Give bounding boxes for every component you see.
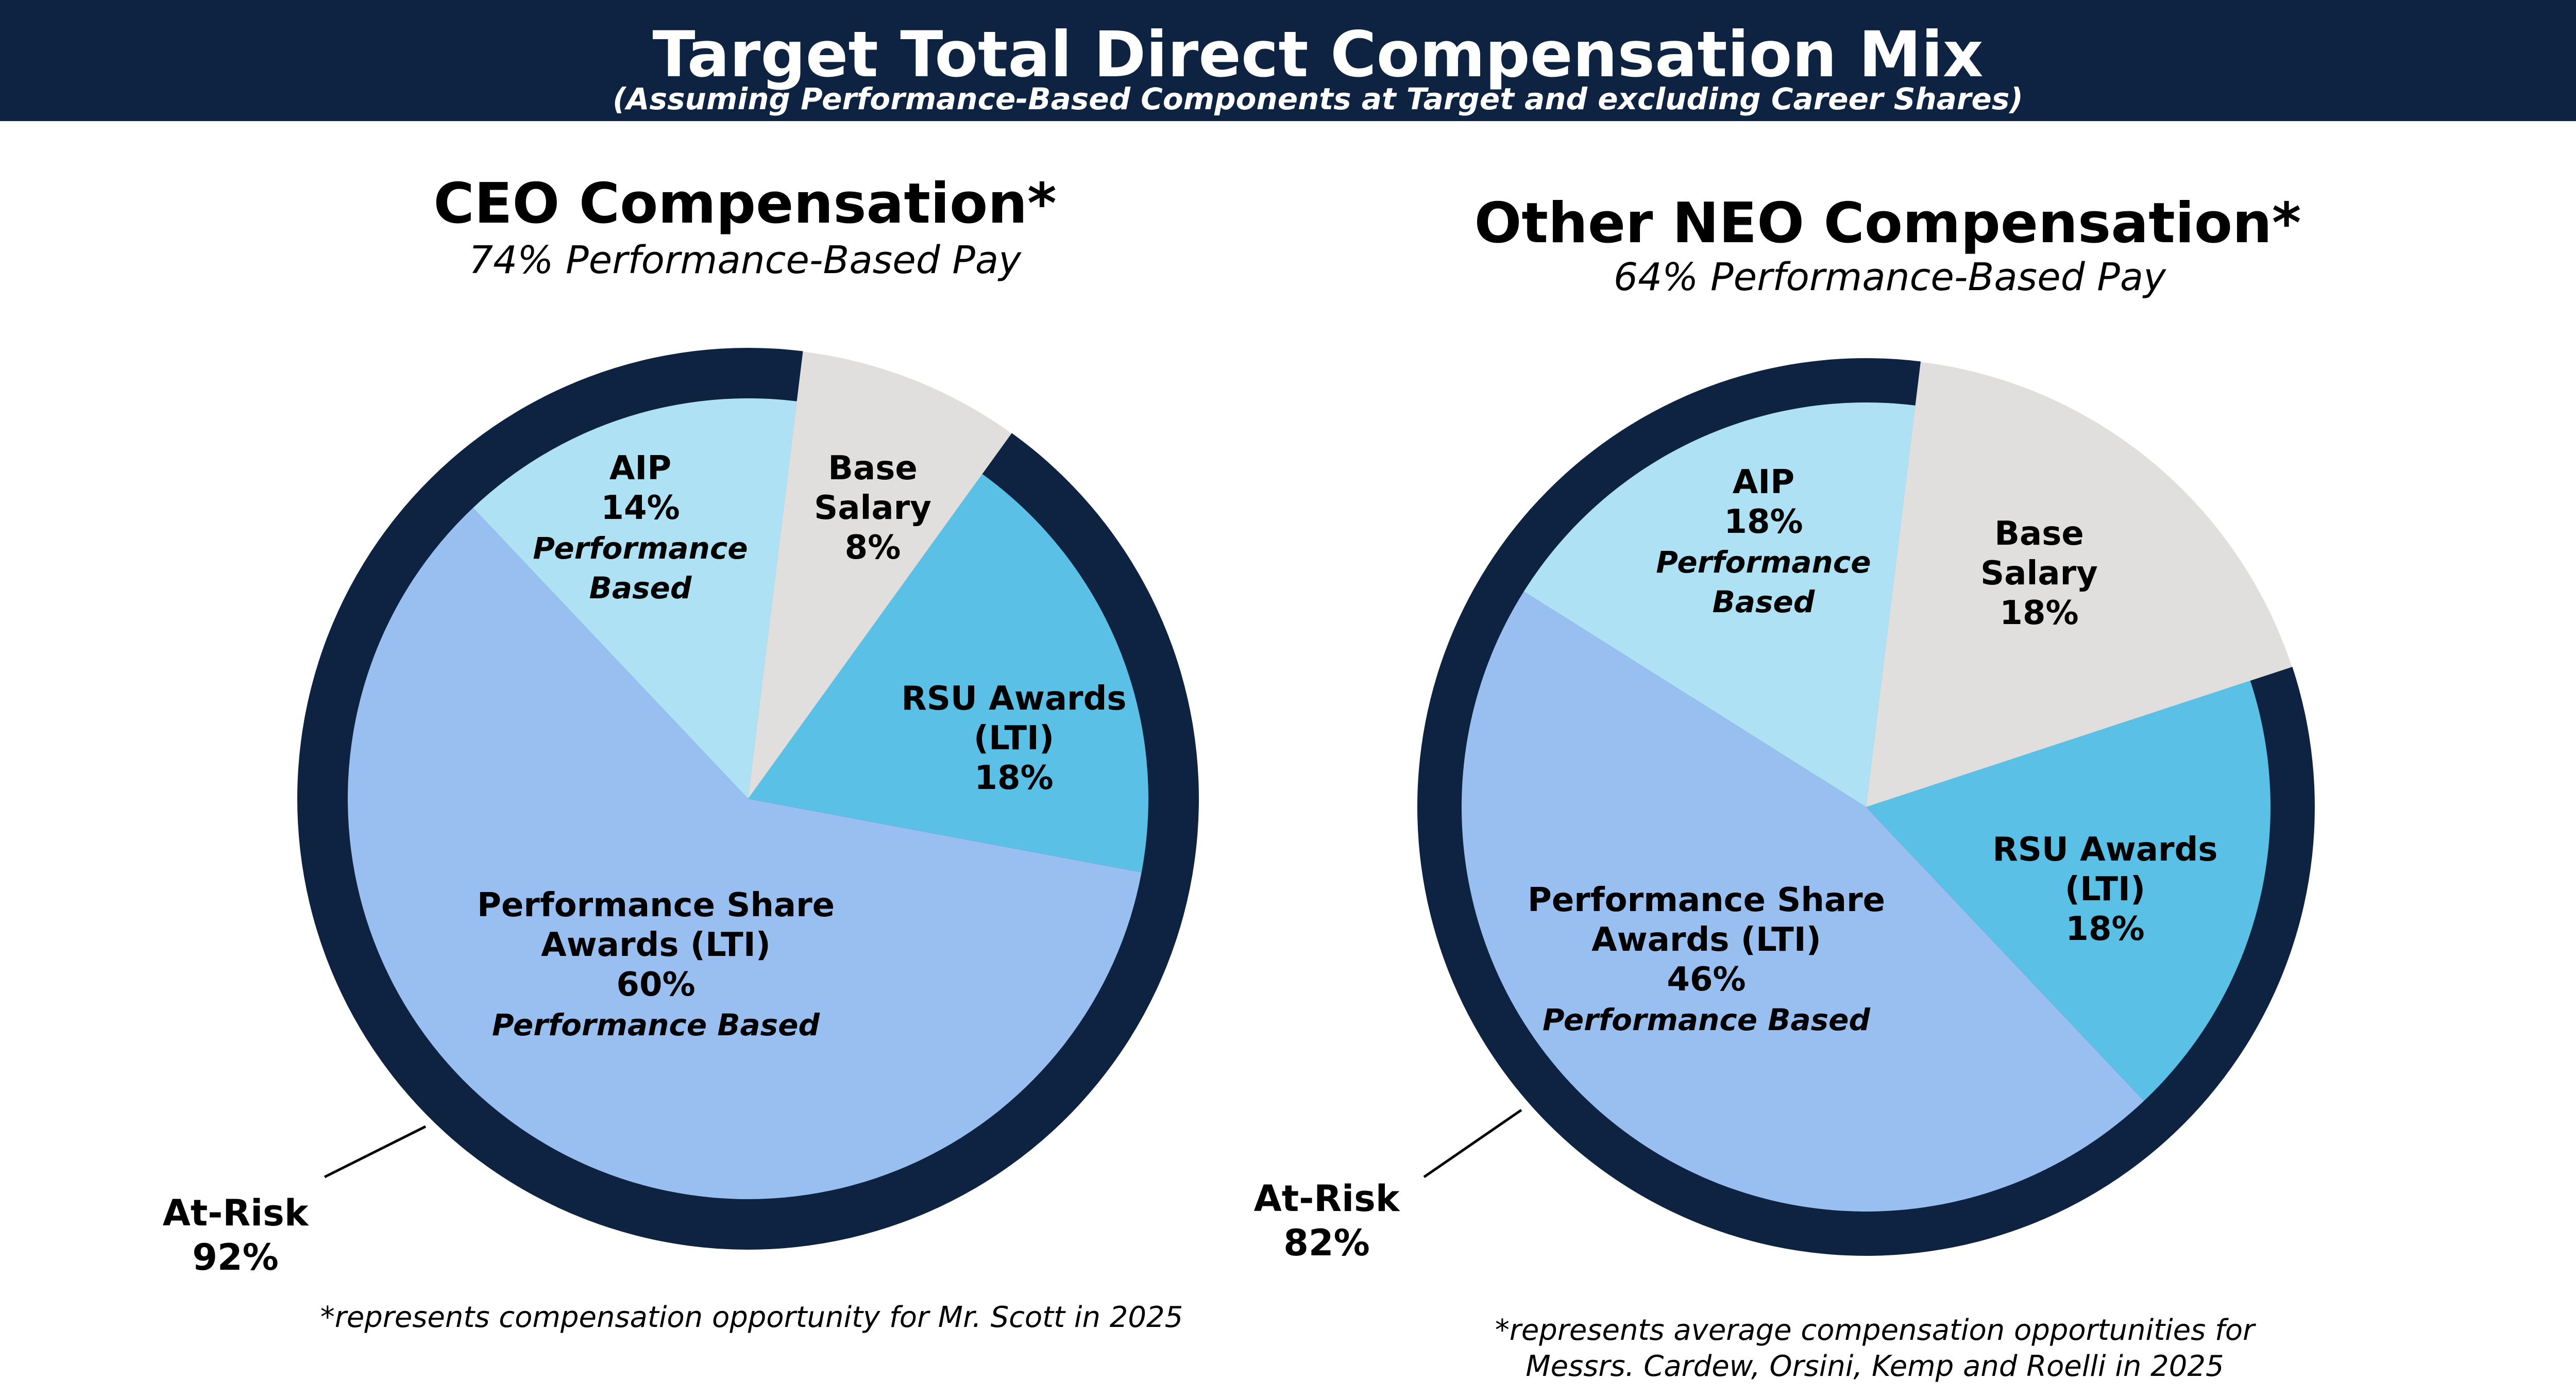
header-title: Target Total Direct Compensation Mix bbox=[652, 18, 1983, 91]
neo-label-rsu-line: 18% bbox=[2065, 910, 2144, 948]
neo-label-psa-line: 46% bbox=[1667, 961, 1745, 999]
ceo-label-psa-line: 60% bbox=[616, 966, 695, 1004]
neo-at-risk-label: At-Risk bbox=[1254, 1178, 1400, 1220]
ceo-footnote: *represents compensation opportunity for… bbox=[320, 1301, 1183, 1334]
ceo-label-rsu-line: RSU Awards bbox=[902, 680, 1127, 718]
neo-label-base-line: Salary bbox=[1980, 554, 2098, 593]
header-subtitle: (Assuming Performance-Based Components a… bbox=[613, 81, 2023, 116]
neo-label-psa-line: Awards (LTI) bbox=[1591, 921, 1821, 959]
ceo-label-rsu-line: (LTI) bbox=[974, 719, 1054, 758]
ceo-label-base-line: 8% bbox=[845, 529, 901, 567]
ceo-slice-psa bbox=[347, 508, 1142, 1199]
ceo-slice-base bbox=[748, 401, 982, 799]
ceo-at-risk-label: 92% bbox=[192, 1236, 279, 1279]
neo-at-risk-leader-line bbox=[1423, 1108, 1522, 1179]
ceo-slice-aip bbox=[473, 398, 797, 799]
neo-slice-base bbox=[1866, 405, 2250, 807]
neo-chart-title: Other NEO Compensation* bbox=[1475, 191, 2301, 256]
ceo-at-risk-label: At-Risk bbox=[163, 1192, 309, 1234]
ceo-label-psa-line: Performance Based bbox=[492, 1007, 820, 1042]
neo-slice-psa bbox=[1461, 591, 2144, 1212]
ceo-at-risk-leader-line bbox=[324, 1125, 427, 1179]
neo-label-base-line: 18% bbox=[1999, 594, 2078, 632]
ceo-chart-title: CEO Compensation* bbox=[433, 172, 1056, 236]
ceo-label-aip-line: 14% bbox=[601, 489, 680, 527]
ceo-label-aip-line: AIP bbox=[609, 449, 671, 487]
neo-label-base-line: Base bbox=[1994, 515, 2083, 553]
neo-slice-rsu bbox=[1866, 680, 2271, 1101]
ceo-label-psa-line: Performance Share bbox=[477, 886, 835, 924]
neo-chart-subtitle: 64% Performance-Based Pay bbox=[1614, 255, 2166, 299]
neo-label-psa-line: Performance Share bbox=[1528, 881, 1885, 919]
ceo-label-base-line: Base bbox=[828, 449, 917, 487]
ceo-chart-subtitle: 74% Performance-Based Pay bbox=[469, 238, 1022, 282]
ceo-label-rsu-line: 18% bbox=[974, 759, 1053, 797]
neo-label-rsu-line: (LTI) bbox=[2065, 870, 2145, 909]
neo-footnote: Messrs. Cardew, Orsini, Kemp and Roelli … bbox=[1526, 1350, 2224, 1383]
ceo-label-psa-line: Awards (LTI) bbox=[541, 926, 771, 964]
neo-slice-base-outer bbox=[1915, 362, 2292, 681]
neo-at-risk-label: 82% bbox=[1283, 1222, 1370, 1264]
ceo-slice-rsu bbox=[748, 474, 1148, 872]
neo-label-aip-line: 18% bbox=[1724, 503, 1803, 541]
ceo-label-aip-line: Based bbox=[589, 570, 692, 606]
neo-footnote: *represents average compensation opportu… bbox=[1495, 1314, 2256, 1347]
neo-label-aip-line: Performance bbox=[1656, 545, 1871, 580]
neo-label-psa-line: Performance Based bbox=[1543, 1002, 1871, 1037]
header-banner bbox=[0, 0, 2576, 121]
ceo-slice-base-outer bbox=[796, 351, 1012, 474]
ceo-pie-chart: CEO Compensation* 74% Performance-Based … bbox=[163, 172, 1199, 1334]
neo-label-aip-line: Based bbox=[1713, 584, 1815, 619]
neo-pie-chart: Other NEO Compensation* 64% Performance-… bbox=[1254, 191, 2315, 1383]
neo-label-rsu-line: RSU Awards bbox=[1993, 831, 2218, 869]
ceo-label-base-line: Salary bbox=[814, 489, 931, 527]
ceo-label-aip-line: Performance bbox=[533, 531, 748, 566]
neo-label-aip-line: AIP bbox=[1733, 463, 1794, 501]
neo-slice-aip bbox=[1523, 402, 1916, 807]
